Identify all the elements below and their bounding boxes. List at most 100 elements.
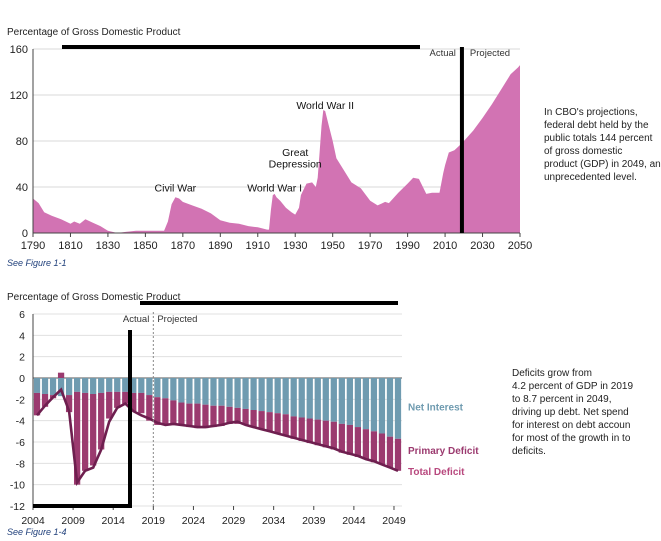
net-interest-bar <box>314 378 321 420</box>
primary-deficit-bar <box>306 418 313 444</box>
bottom-xtick-label: 2034 <box>262 515 286 527</box>
primary-deficit-bar <box>338 423 345 453</box>
bottom-xtick-label: 2049 <box>382 515 406 527</box>
net-interest-bar <box>298 378 305 418</box>
net-interest-label: Net Interest <box>408 402 464 413</box>
bottom-xtick-label: 2024 <box>182 515 206 527</box>
bottom-actual-label: Actual <box>123 314 149 325</box>
primary-deficit-bar <box>33 392 41 416</box>
bottom-xtick-label: 2019 <box>142 515 166 527</box>
primary-deficit-bar <box>41 394 49 407</box>
net-interest-bar <box>378 378 386 434</box>
bottom-ytick-label: 0 <box>19 373 25 385</box>
net-interest-bar <box>146 378 153 396</box>
net-interest-bar <box>394 378 402 439</box>
top-xtick-label: 1970 <box>358 240 382 252</box>
primary-deficit-bar <box>106 391 113 419</box>
primary-deficit-bar <box>250 410 257 428</box>
net-interest-bar <box>65 378 73 396</box>
net-interest-bar <box>49 378 57 396</box>
net-interest-bar <box>322 378 329 421</box>
primary-deficit-bar <box>378 433 386 465</box>
net-interest-bar <box>354 378 362 428</box>
top-xtick-label: 1930 <box>283 240 307 252</box>
top-xtick-label: 1790 <box>21 240 45 252</box>
top-chart-ylabel: Percentage of Gross Domestic Product <box>7 27 181 38</box>
net-interest-bar <box>202 378 209 405</box>
total-deficit-line <box>36 387 399 487</box>
primary-deficit-bar <box>65 395 73 413</box>
primary-deficit-bar <box>154 397 161 425</box>
top-xtick-label: 1830 <box>96 240 120 252</box>
net-interest-bar <box>33 378 41 393</box>
primary-deficit-bar <box>234 407 241 424</box>
primary-deficit-bar <box>73 391 81 485</box>
primary-deficit-bar <box>354 427 362 457</box>
top-actual-label: Actual <box>430 48 456 59</box>
primary-deficit-bar <box>57 372 65 378</box>
primary-deficit-bar <box>186 403 193 428</box>
net-interest-bar <box>122 378 129 392</box>
primary-deficit-bar <box>362 429 370 460</box>
top-xtick-label: 2050 <box>508 240 532 252</box>
net-interest-bar <box>210 378 217 406</box>
primary-deficit-bar <box>202 404 209 429</box>
top-ytick-label: 120 <box>10 90 28 102</box>
net-interest-bar <box>194 378 201 404</box>
primary-deficit-bar <box>274 413 281 434</box>
total-deficit-label: Total Deficit <box>408 467 465 478</box>
primary-deficit-bar <box>178 402 185 425</box>
top-xtick-label: 1990 <box>395 240 419 252</box>
top-ytick-label: 0 <box>22 228 28 240</box>
primary-deficit-bar <box>210 405 217 428</box>
net-interest-bar <box>386 378 394 437</box>
primary-deficit-bar <box>394 438 402 471</box>
net-interest-bar <box>370 378 378 432</box>
net-interest-bar <box>274 378 281 414</box>
top-xtick-label: 2030 <box>470 240 494 252</box>
net-interest-bar <box>266 378 273 413</box>
top-xtick-label: 1870 <box>171 240 195 252</box>
bottom-ytick-label: 4 <box>19 330 25 342</box>
net-interest-bar <box>362 378 370 430</box>
top-xtick-label: 2010 <box>433 240 457 252</box>
primary-deficit-bar <box>114 391 121 408</box>
net-interest-bar <box>82 378 89 393</box>
bottom-ytick-label: 2 <box>19 352 25 364</box>
bottom-chart-source: See Figure 1-4 <box>7 527 67 537</box>
top-ytick-label: 160 <box>10 44 28 56</box>
primary-deficit-bar <box>170 400 177 424</box>
net-interest-bar <box>226 378 233 407</box>
top-chart-source: See Figure 1-1 <box>7 258 67 268</box>
primary-deficit-bar <box>122 391 129 404</box>
net-interest-bar <box>130 378 137 393</box>
top-xtick-label: 1950 <box>320 240 344 252</box>
net-interest-bar <box>258 378 265 412</box>
primary-deficit-label: Primary Deficit <box>408 446 479 457</box>
net-interest-bar <box>170 378 177 401</box>
bottom-chart-note: Deficits grow from 4.2 percent of GDP in… <box>512 368 634 457</box>
primary-deficit-bar <box>218 405 225 426</box>
bottom-chart-ylabel: Percentage of Gross Domestic Product <box>7 292 181 303</box>
bottom-xtick-label: 2039 <box>302 515 326 527</box>
top-projected-label: Projected <box>470 48 510 59</box>
primary-deficit-bar <box>90 394 97 466</box>
primary-deficit-bar <box>138 392 145 414</box>
net-interest-bar <box>234 378 241 408</box>
primary-deficit-bar <box>282 414 289 436</box>
net-interest-bar <box>330 378 337 422</box>
net-interest-bar <box>41 378 49 394</box>
primary-deficit-bar <box>322 420 329 448</box>
net-interest-bar <box>346 378 353 425</box>
top-xtick-label: 1850 <box>133 240 157 252</box>
primary-deficit-bar <box>314 419 321 446</box>
bottom-ytick-label: -12 <box>10 501 25 513</box>
net-interest-bar <box>218 378 225 406</box>
primary-deficit-bar <box>258 411 265 430</box>
debt-area <box>33 65 520 233</box>
bottom-ytick-label: -10 <box>10 480 25 492</box>
top-annotation: Civil War <box>155 183 197 195</box>
net-interest-bar <box>106 378 113 392</box>
top-xtick-label: 1890 <box>208 240 232 252</box>
top-chart-note: In CBO's projections, federal debt held … <box>544 107 661 183</box>
